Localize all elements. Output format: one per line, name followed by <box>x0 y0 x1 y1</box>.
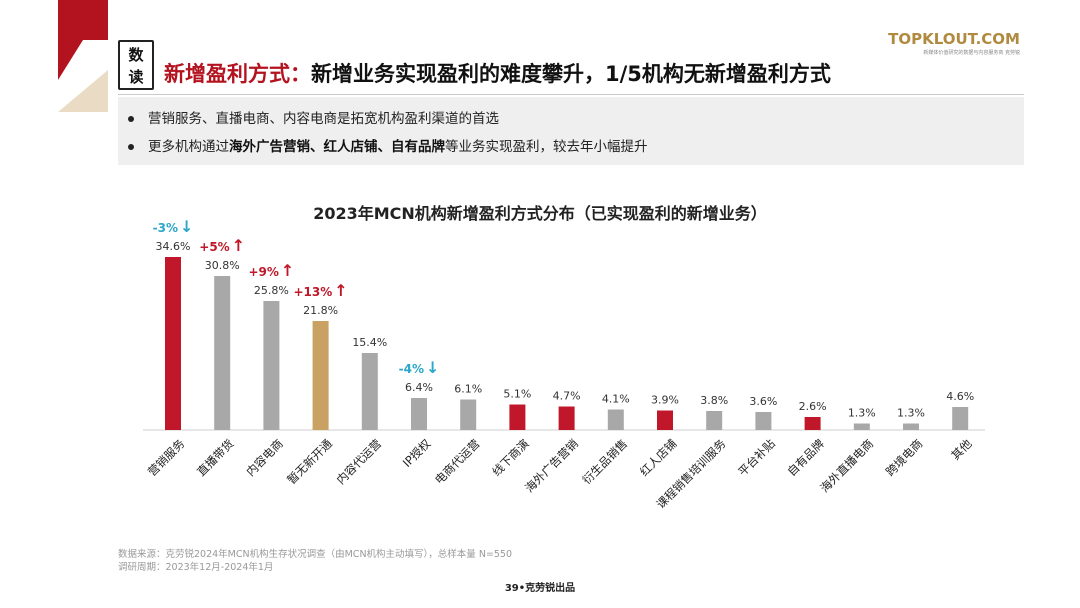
bar-14 <box>853 423 870 430</box>
corner-decoration-red-tip <box>58 0 108 80</box>
category-label-12: 平台补贴 <box>735 436 778 479</box>
category-label-15: 跨境电商 <box>883 436 925 478</box>
bar-9 <box>607 409 624 430</box>
value-label-13: 2.6% <box>799 400 827 413</box>
bar-6 <box>460 399 477 430</box>
value-label-9: 4.1% <box>602 393 630 406</box>
value-label-2: 25.8% <box>254 284 289 297</box>
logo-name: TOPKLOUT.COM <box>888 30 1020 48</box>
value-label-14: 1.3% <box>848 407 876 420</box>
bar-8 <box>558 406 575 430</box>
value-label-11: 3.8% <box>700 394 728 407</box>
survey-period: 调研周期：2023年12月-2024年1月 <box>118 562 274 573</box>
category-label-14: 海外直播电商 <box>817 436 876 495</box>
change-annotation-1: +5% ↑ <box>199 236 245 255</box>
page-title: 新增盈利方式：新增业务实现盈利的难度攀升，1/5机构无新增盈利方式 <box>164 58 831 88</box>
bullet-icon <box>128 116 134 122</box>
summary-line-1-text: 营销服务、直播电商、内容电商是拓宽机构盈利渠道的首选 <box>148 111 499 127</box>
category-label-13: 自有品牌 <box>785 436 827 478</box>
category-label-3: 暂无新开通 <box>284 436 335 487</box>
title-highlight: 新增盈利方式： <box>164 62 311 86</box>
summary-box: 营销服务、直播电商、内容电商是拓宽机构盈利渠道的首选 更多机构通过海外广告营销、… <box>118 97 1024 165</box>
bar-chart: 34.6% 营销服务 30.8% 直播带货 25.8% 内容电商 21.8% 暂无新开通 15.… <box>143 217 985 511</box>
bar-1 <box>214 276 231 430</box>
value-label-0: 34.6% <box>156 240 191 253</box>
reading-badge: 数 读 <box>118 40 154 90</box>
title-divider <box>118 94 1024 95</box>
summary-line-2-pre: 更多机构通过 <box>148 139 229 155</box>
bar-12 <box>755 412 772 430</box>
bar-4 <box>361 353 378 430</box>
category-label-2: 内容电商 <box>243 436 285 478</box>
change-annotation-4: -4% ↓ <box>399 358 440 377</box>
value-label-5: 6.4% <box>405 381 433 394</box>
category-label-0: 营销服务 <box>145 436 188 479</box>
category-label-16: 其他 <box>948 436 975 463</box>
chart-title: 2023年MCN机构新增盈利方式分布（已实现盈利的新增业务） <box>313 204 767 223</box>
bar-16 <box>952 407 969 430</box>
change-annotation-3: +13% ↑ <box>294 281 348 300</box>
summary-line-2-post: 等业务实现盈利，较去年小幅提升 <box>445 139 648 155</box>
bar-13 <box>804 417 821 430</box>
category-label-9: 衍生品销售 <box>580 436 631 487</box>
badge-line-1: 数 <box>128 46 144 64</box>
value-label-10: 3.9% <box>651 394 679 407</box>
value-label-1: 30.8% <box>205 259 240 272</box>
value-label-12: 3.6% <box>749 395 777 408</box>
summary-line-1: 营销服务、直播电商、内容电商是拓宽机构盈利渠道的首选 <box>128 107 499 127</box>
bar-15 <box>903 423 919 430</box>
category-label-6: 电商代运营 <box>432 436 483 487</box>
title-rest: 新增业务实现盈利的难度攀升，1/5机构无新增盈利方式 <box>311 62 831 86</box>
value-label-16: 4.6% <box>946 390 974 403</box>
summary-line-2-bold: 海外广告营销、红人店铺、自有品牌 <box>229 139 445 155</box>
change-annotation-2: +9% ↑ <box>248 261 294 280</box>
logo-tagline: 新媒体价值研究的数据与内容服务商 克劳锐 <box>923 50 1020 56</box>
category-label-8: 海外广告营销 <box>522 436 581 495</box>
badge-line-2: 读 <box>128 68 144 86</box>
summary-line-2: 更多机构通过海外广告营销、红人店铺、自有品牌等业务实现盈利，较去年小幅提升 <box>128 135 648 155</box>
bar-5 <box>411 398 427 430</box>
category-label-7: 线下商演 <box>489 436 531 478</box>
value-label-7: 5.1% <box>503 388 531 401</box>
category-label-4: 内容代运营 <box>334 436 385 487</box>
bar-3 <box>312 321 329 430</box>
category-label-10: 红人店铺 <box>637 436 679 478</box>
value-label-4: 15.4% <box>352 336 387 349</box>
value-label-3: 21.8% <box>303 304 338 317</box>
brand-logo: TOPKLOUT.COM 新媒体价值研究的数据与内容服务商 克劳锐 <box>888 30 1020 56</box>
category-label-1: 直播带货 <box>194 436 236 478</box>
value-label-6: 6.1% <box>454 383 482 396</box>
value-label-8: 4.7% <box>553 390 581 403</box>
category-label-5: IP授权 <box>400 436 434 470</box>
bar-10 <box>657 410 673 430</box>
change-annotation-0: -3% ↓ <box>153 217 194 236</box>
bar-7 <box>509 404 526 430</box>
page-number: 39•克劳锐出品 <box>504 583 576 594</box>
data-source: 数据来源：克劳锐2024年MCN机构生存状况调查（由MCN机构主动填写），总样本… <box>118 549 513 560</box>
bar-0 <box>165 257 181 430</box>
bar-11 <box>706 411 723 430</box>
value-label-15: 1.3% <box>897 407 925 420</box>
bullet-icon <box>128 144 134 150</box>
bar-2 <box>263 301 280 430</box>
